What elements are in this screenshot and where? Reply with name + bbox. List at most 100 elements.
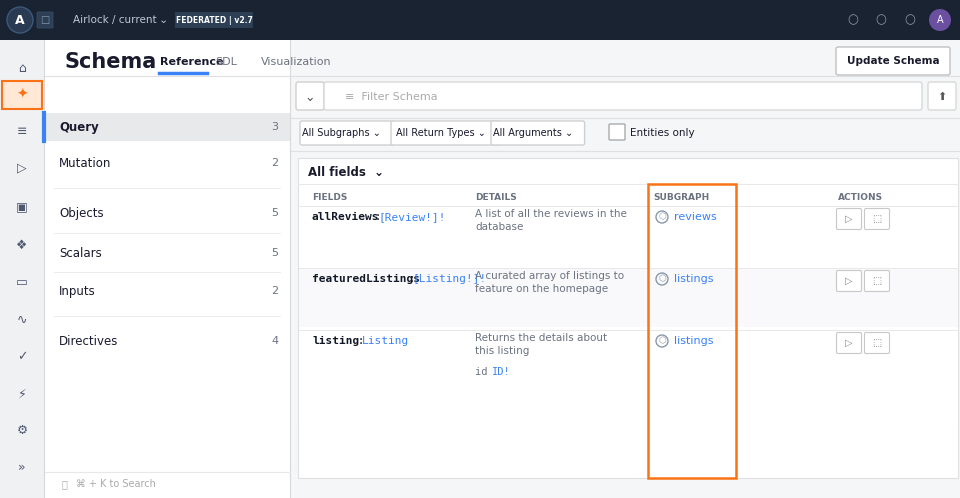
Circle shape xyxy=(7,7,33,33)
Text: ○: ○ xyxy=(904,13,916,26)
FancyBboxPatch shape xyxy=(296,82,324,110)
Text: 🔍: 🔍 xyxy=(62,479,68,489)
Text: 3: 3 xyxy=(272,122,278,132)
Text: A list of all the reviews in the: A list of all the reviews in the xyxy=(475,209,627,219)
Text: »: » xyxy=(18,461,26,474)
Text: FIELDS: FIELDS xyxy=(312,193,348,202)
Bar xyxy=(299,269,958,327)
Text: All Return Types ⌄: All Return Types ⌄ xyxy=(396,128,486,138)
Text: featuredListings: featuredListings xyxy=(312,274,420,284)
Text: :: : xyxy=(401,274,421,284)
Text: ⌂: ⌂ xyxy=(18,61,26,75)
Text: feature on the homepage: feature on the homepage xyxy=(475,284,608,294)
Text: ⌘ + K to Search: ⌘ + K to Search xyxy=(76,479,156,489)
Text: ⌄: ⌄ xyxy=(158,15,168,25)
Text: ▭: ▭ xyxy=(16,275,28,288)
Text: ▷: ▷ xyxy=(845,338,852,348)
Bar xyxy=(44,113,290,141)
Text: Inputs: Inputs xyxy=(59,284,96,297)
Circle shape xyxy=(929,9,951,31)
Text: ⬆: ⬆ xyxy=(937,92,947,102)
Text: SUBGRAPH: SUBGRAPH xyxy=(653,193,709,202)
Text: 2: 2 xyxy=(272,286,278,296)
Bar xyxy=(299,331,958,422)
Text: id: id xyxy=(475,367,500,377)
Text: listings: listings xyxy=(674,274,713,284)
Text: ⬚: ⬚ xyxy=(873,276,881,286)
Text: Schema: Schema xyxy=(64,52,156,72)
Text: SDL: SDL xyxy=(215,57,237,67)
Text: allReviews: allReviews xyxy=(312,212,379,222)
Text: [Review!]!: [Review!]! xyxy=(379,212,446,222)
Bar xyxy=(299,207,958,265)
Text: Directives: Directives xyxy=(59,335,118,348)
Text: ∿: ∿ xyxy=(16,314,27,327)
Text: ⚡: ⚡ xyxy=(17,387,26,400)
Text: 2: 2 xyxy=(272,158,278,168)
Text: ⬚: ⬚ xyxy=(873,214,881,224)
Text: Listing: Listing xyxy=(362,336,409,346)
Text: A curated array of listings to: A curated array of listings to xyxy=(475,271,624,281)
Text: Update Schema: Update Schema xyxy=(847,56,939,66)
Bar xyxy=(44,40,290,498)
Text: Airlock / current: Airlock / current xyxy=(73,15,156,25)
Text: ⬡: ⬡ xyxy=(658,337,666,346)
FancyBboxPatch shape xyxy=(865,209,890,230)
Text: 4: 4 xyxy=(272,336,278,346)
Text: Reference: Reference xyxy=(160,57,224,67)
Text: :: : xyxy=(368,212,388,222)
Text: A: A xyxy=(937,15,944,25)
Text: ○: ○ xyxy=(848,13,858,26)
Text: Entities only: Entities only xyxy=(630,128,695,138)
Text: All Subgraphs ⌄: All Subgraphs ⌄ xyxy=(302,128,381,138)
FancyBboxPatch shape xyxy=(836,47,950,75)
Text: DETAILS: DETAILS xyxy=(475,193,516,202)
Text: [Listing!]!: [Listing!]! xyxy=(413,274,487,284)
Bar xyxy=(298,158,958,478)
FancyBboxPatch shape xyxy=(865,333,890,354)
FancyBboxPatch shape xyxy=(324,82,922,110)
Text: ⬡: ⬡ xyxy=(658,274,666,283)
FancyBboxPatch shape xyxy=(928,82,956,110)
Bar xyxy=(175,12,253,28)
Bar xyxy=(2,81,42,109)
Text: □: □ xyxy=(40,15,50,25)
Text: ⌄: ⌄ xyxy=(304,91,315,104)
Text: Objects: Objects xyxy=(59,207,104,220)
Bar xyxy=(290,76,960,498)
Text: ✦: ✦ xyxy=(16,88,28,102)
Text: database: database xyxy=(475,222,523,232)
Text: ACTIONS: ACTIONS xyxy=(838,193,883,202)
Bar xyxy=(648,184,736,478)
Text: A: A xyxy=(15,13,25,26)
Text: Returns the details about: Returns the details about xyxy=(475,333,607,343)
FancyBboxPatch shape xyxy=(836,209,861,230)
FancyBboxPatch shape xyxy=(865,270,890,291)
FancyBboxPatch shape xyxy=(300,121,394,145)
Text: All Arguments ⌄: All Arguments ⌄ xyxy=(492,128,573,138)
Text: FEDERATED | v2.7: FEDERATED | v2.7 xyxy=(176,15,252,24)
Text: ❖: ❖ xyxy=(16,239,28,251)
Text: Mutation: Mutation xyxy=(59,156,111,169)
FancyBboxPatch shape xyxy=(37,12,53,28)
Text: ✓: ✓ xyxy=(16,351,27,364)
Text: listing: listing xyxy=(312,336,359,346)
FancyBboxPatch shape xyxy=(836,270,861,291)
Text: ▷: ▷ xyxy=(845,276,852,286)
Bar xyxy=(0,0,960,40)
Text: ≡: ≡ xyxy=(16,124,27,137)
Text: :: : xyxy=(351,336,372,346)
Bar xyxy=(0,40,44,498)
Text: 5: 5 xyxy=(272,248,278,258)
Text: this listing: this listing xyxy=(475,346,529,356)
Text: ▷: ▷ xyxy=(845,214,852,224)
Text: ▷: ▷ xyxy=(17,161,27,174)
Text: ⬚: ⬚ xyxy=(873,338,881,348)
Text: 5: 5 xyxy=(272,208,278,218)
FancyBboxPatch shape xyxy=(391,121,500,145)
Text: ≡  Filter Schema: ≡ Filter Schema xyxy=(345,92,438,102)
Text: listings: listings xyxy=(674,336,713,346)
Text: Visualization: Visualization xyxy=(261,57,331,67)
Text: ○: ○ xyxy=(935,13,946,26)
Text: reviews: reviews xyxy=(674,212,717,222)
